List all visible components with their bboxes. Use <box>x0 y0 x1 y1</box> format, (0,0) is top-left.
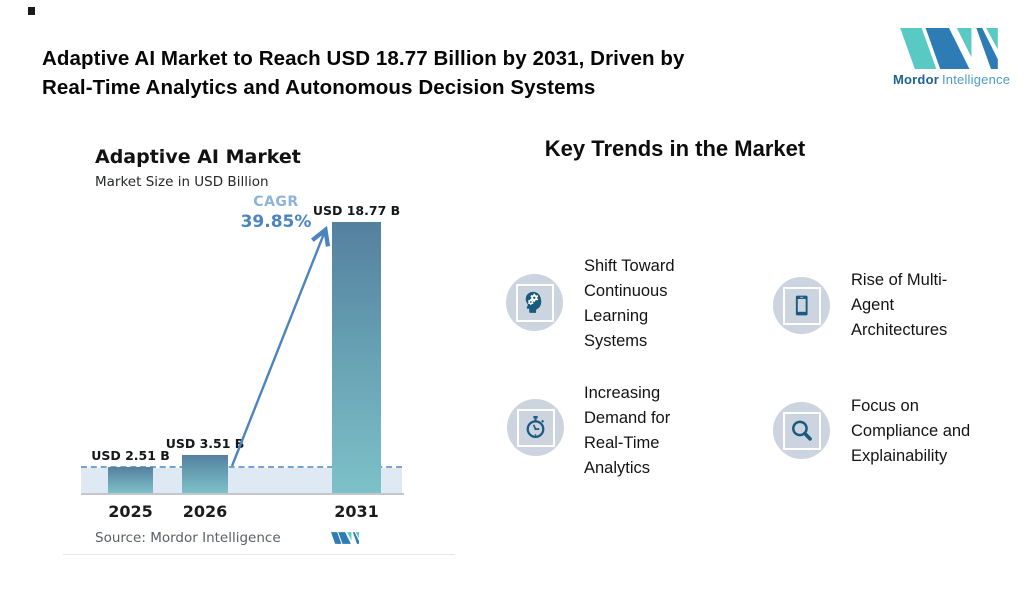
trend-badge <box>507 399 564 456</box>
x-tick-label: 2026 <box>182 502 228 521</box>
magnifier-icon <box>792 420 812 441</box>
smartphone-icon <box>795 295 808 316</box>
brand-name-light: Intelligence <box>941 72 1011 87</box>
bar-value-label: USD 2.51 B <box>91 448 170 463</box>
x-axis-line <box>81 493 404 495</box>
market-chart-card: Adaptive AI Market Market Size in USD Bi… <box>63 130 455 555</box>
bar-2025 <box>108 467 153 493</box>
icon-tile <box>782 411 821 450</box>
cagr-label: CAGR <box>253 194 299 210</box>
bar-2031 <box>332 222 381 493</box>
chart-subtitle: Market Size in USD Billion <box>95 174 269 190</box>
cagr-callout: CAGR 39.85% <box>220 194 332 232</box>
bar-2026 <box>182 455 228 493</box>
bars-layer: USD 2.51 B 2025 USD 3.51 B 2026 USD 18.77 B 2… <box>63 130 455 554</box>
trend-text: Focus on Compliance and Explainability <box>851 397 971 465</box>
trend-badge <box>506 274 563 331</box>
baseline-dashed-line <box>81 466 402 468</box>
x-tick-label: 2031 <box>334 502 379 521</box>
page-title: Adaptive AI Market to Reach USD 18.77 Bi… <box>42 46 685 99</box>
bar-value-label: USD 18.77 B <box>312 203 401 218</box>
mordor-logo-icon <box>900 28 998 69</box>
icon-tile <box>516 408 555 447</box>
chart-source: Source: Mordor Intelligence <box>95 530 281 546</box>
cagr-value: 39.85% <box>240 212 312 232</box>
mordor-logo-small-icon <box>331 532 359 544</box>
corner-marker <box>28 7 35 15</box>
trend-text: Rise of Multi- Agent Architectures <box>851 271 948 339</box>
brand-name: Mordor Intelligence <box>893 72 1010 87</box>
stopwatch-icon <box>526 416 545 438</box>
brand-logo: Mordor Intelligence <box>893 28 1010 87</box>
x-tick-label: 2025 <box>108 502 153 521</box>
brand-name-bold: Mordor <box>893 72 939 87</box>
trends-heading: Key Trends in the Market <box>544 136 806 161</box>
icon-tile <box>782 286 821 325</box>
trend-badge <box>773 402 830 459</box>
trend-badge <box>773 277 830 334</box>
bar-value-label: USD 3.51 B <box>165 436 245 451</box>
icon-tile <box>515 283 554 322</box>
chart-title: Adaptive AI Market <box>95 146 301 168</box>
growth-arrow-icon <box>230 225 331 467</box>
trend-text: Shift Toward Continuous Learning Systems <box>584 257 675 350</box>
trend-text: Increasing Demand for Real-Time Analytic… <box>584 384 671 477</box>
head-gears-icon <box>525 291 542 313</box>
